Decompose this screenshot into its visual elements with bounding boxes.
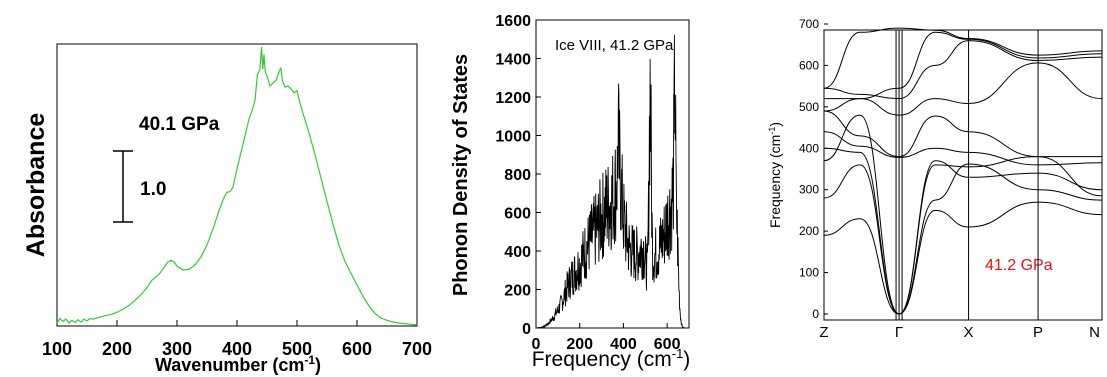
absorbance-spectrum-line bbox=[56, 47, 418, 326]
phonon-dos-x-tick-label: 400 bbox=[610, 336, 637, 353]
absorbance-chart: 100 200 300 400 500 600 700 40.1 GPa 1.0 Absor… bbox=[22, 43, 432, 375]
dispersion-x-tick-label: P bbox=[1033, 324, 1043, 341]
dispersion-band bbox=[823, 131, 1103, 166]
dispersion-y-tick-label: 100 bbox=[799, 266, 819, 280]
dispersion-band bbox=[823, 147, 1103, 315]
dispersion-y-tick-label: 300 bbox=[799, 183, 819, 197]
phonon-dos-y-tick-label: 800 bbox=[504, 167, 531, 184]
dispersion-band bbox=[823, 110, 1102, 158]
absorbance-annotation: 40.1 GPa bbox=[139, 114, 220, 135]
dispersion-y-tick-label: 200 bbox=[799, 224, 819, 238]
phonon-dos-y-tick-label: 1600 bbox=[495, 13, 531, 30]
absorbance-x-tick-label: 500 bbox=[282, 339, 312, 359]
absorbance-x-axis-label: Wavenumber (cm-1) bbox=[155, 353, 321, 375]
absorbance-x-tick-label: 200 bbox=[102, 339, 132, 359]
dispersion-y-tick-label: 500 bbox=[799, 100, 819, 114]
phonon-dispersion-chart: 0 100 200 300 400 500 600 700 Z Γ X P N 41.2 GPa Fr… bbox=[767, 17, 1103, 341]
dispersion-x-tick-label: Γ bbox=[895, 324, 903, 341]
absorbance-x-tick-label: 600 bbox=[342, 339, 372, 359]
dispersion-annotation: 41.2 GPa bbox=[985, 257, 1053, 274]
phonon-dos-x-tick-label: 0 bbox=[532, 336, 541, 353]
dispersion-y-tick-label: 400 bbox=[799, 141, 819, 155]
dispersion-y-tick-label: 700 bbox=[799, 17, 819, 31]
phonon-dos-y-tick-labels: 0 200 400 600 800 1000 1200 1400 1600 bbox=[495, 13, 531, 338]
dispersion-x-tick-label: X bbox=[964, 324, 974, 341]
phonon-dos-y-tick-label: 600 bbox=[504, 206, 531, 223]
absorbance-scale-label: 1.0 bbox=[140, 179, 166, 200]
dispersion-band bbox=[824, 31, 1103, 100]
dispersion-y-tick-labels: 0 100 200 300 400 500 600 700 bbox=[799, 17, 819, 321]
phonon-dos-x-axis-label: Frequency (cm-1) bbox=[532, 346, 691, 371]
dispersion-y-tick-label: 600 bbox=[799, 58, 819, 72]
dispersion-band bbox=[823, 163, 1103, 315]
absorbance-scale-bar bbox=[113, 150, 133, 223]
absorbance-x-tick-label: 100 bbox=[42, 339, 72, 359]
phonon-dos-annotation: Ice VIII, 41.2 GPa bbox=[555, 37, 674, 54]
dispersion-x-tick-label: Z bbox=[819, 324, 828, 341]
phonon-dos-y-tick-label: 1400 bbox=[495, 52, 531, 69]
dispersion-y-tick-label: 0 bbox=[812, 307, 819, 321]
dispersion-y-axis-label: Frequency (cm-1) bbox=[767, 122, 783, 228]
phonon-dos-x-tick-labels: 0 200 400 600 bbox=[532, 336, 681, 353]
dispersion-band bbox=[823, 40, 1103, 100]
absorbance-x-tick-label: 300 bbox=[162, 339, 192, 359]
phonon-dos-y-tick-label: 0 bbox=[522, 321, 531, 338]
phonon-dos-y-tick-label: 400 bbox=[504, 244, 531, 261]
dispersion-band bbox=[823, 27, 1103, 89]
phonon-dos-y-tick-label: 1000 bbox=[495, 129, 531, 146]
phonon-dos-y-axis-label: Phonon Density of States bbox=[450, 54, 472, 296]
dispersion-plot-frame bbox=[823, 29, 1103, 321]
phonon-dos-y-tick-label: 200 bbox=[504, 283, 531, 300]
absorbance-plot-frame bbox=[56, 43, 418, 327]
dispersion-band bbox=[823, 114, 1103, 315]
phonon-dos-x-tick-label: 600 bbox=[654, 336, 681, 353]
dispersion-band bbox=[823, 62, 1103, 116]
absorbance-x-tick-label: 700 bbox=[402, 339, 432, 359]
absorbance-x-tick-label: 400 bbox=[222, 339, 252, 359]
phonon-dos-line bbox=[536, 34, 687, 329]
dispersion-x-tick-label: N bbox=[1089, 324, 1100, 341]
phonon-dos-chart: 0 200 400 600 800 1000 1200 1400 1600 0 200 400 600… bbox=[450, 13, 690, 371]
dispersion-band bbox=[823, 201, 1103, 315]
absorbance-x-tick-labels: 100 200 300 400 500 600 700 bbox=[42, 339, 432, 359]
phonon-dos-y-tick-label: 1200 bbox=[495, 90, 531, 107]
phonon-dos-x-tick-label: 200 bbox=[566, 336, 593, 353]
absorbance-y-axis-label: Absorbance bbox=[22, 113, 50, 258]
